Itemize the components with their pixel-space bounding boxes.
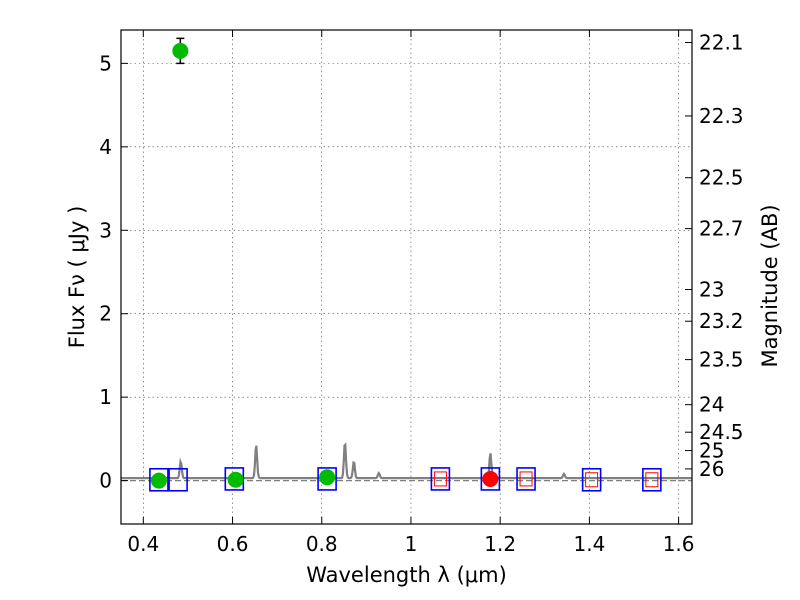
axis-ticks: 0.4 0.6 0.8 1 1.2 1.4 1.601234522.122.322.522.… (99, 30, 744, 556)
observed-flux-point (150, 472, 167, 489)
x-tick-label: 0.6 (217, 532, 249, 556)
observed-flux-point (172, 42, 189, 59)
right-tick-label: 24.5 (699, 420, 744, 444)
model-photometry-box (581, 467, 602, 492)
y-tick-label: 4 (99, 135, 112, 159)
model-photometry-box (480, 467, 501, 491)
model-photometry-box (149, 467, 169, 492)
x-tick-label: 0.8 (306, 532, 338, 556)
right-tick-label: 25 (699, 439, 724, 463)
y-tick-label: 2 (99, 302, 112, 326)
model-photometry-box (317, 467, 337, 491)
upper-limit-box (519, 471, 533, 487)
y-tick-label: 5 (99, 51, 112, 75)
right-tick-label: 22.1 (699, 31, 744, 55)
right-tick-label: 23.5 (699, 348, 744, 372)
plot-frame (120, 29, 693, 525)
right-tick-label: 23.2 (699, 309, 744, 333)
x-tick-label: 1.2 (484, 532, 516, 556)
y-tick-label: 0 (99, 469, 112, 493)
right-tick-label: 22.7 (699, 217, 744, 241)
model-photometry-box (516, 467, 536, 491)
right-tick-label: 26 (699, 457, 724, 481)
right-tick-label: 22.5 (699, 166, 744, 190)
upper-limit-box (585, 472, 599, 488)
upper-limit-box (645, 472, 659, 488)
model-spectrum-line (121, 442, 692, 480)
y-tick-label: 3 (99, 218, 112, 242)
x-tick-label: 1 (405, 532, 418, 556)
y-axis-label: Flux Fν ( μJy ) (65, 206, 89, 349)
observed-flux-point (319, 469, 336, 486)
x-tick-label: 1.6 (663, 532, 695, 556)
x-axis-label: Wavelength λ (μm) (306, 563, 507, 587)
x-tick-label: 1.4 (573, 532, 605, 556)
model-photometry-box (168, 467, 188, 492)
model-photometry-box (430, 467, 451, 491)
observed-flux-point (227, 471, 244, 488)
right-tick-label: 22.3 (699, 104, 744, 128)
model-photometry-box (642, 467, 662, 492)
y-tick-label: 1 (99, 385, 112, 409)
right-y-axis-label: Magnitude (AB) (758, 204, 782, 367)
x-tick-label: 0.4 (127, 532, 159, 556)
right-tick-label: 24 (699, 393, 724, 417)
upper-limit-box (433, 471, 447, 487)
observed-flux-point (482, 470, 499, 487)
plot-series (121, 37, 692, 492)
right-tick-label: 23 (699, 278, 724, 302)
